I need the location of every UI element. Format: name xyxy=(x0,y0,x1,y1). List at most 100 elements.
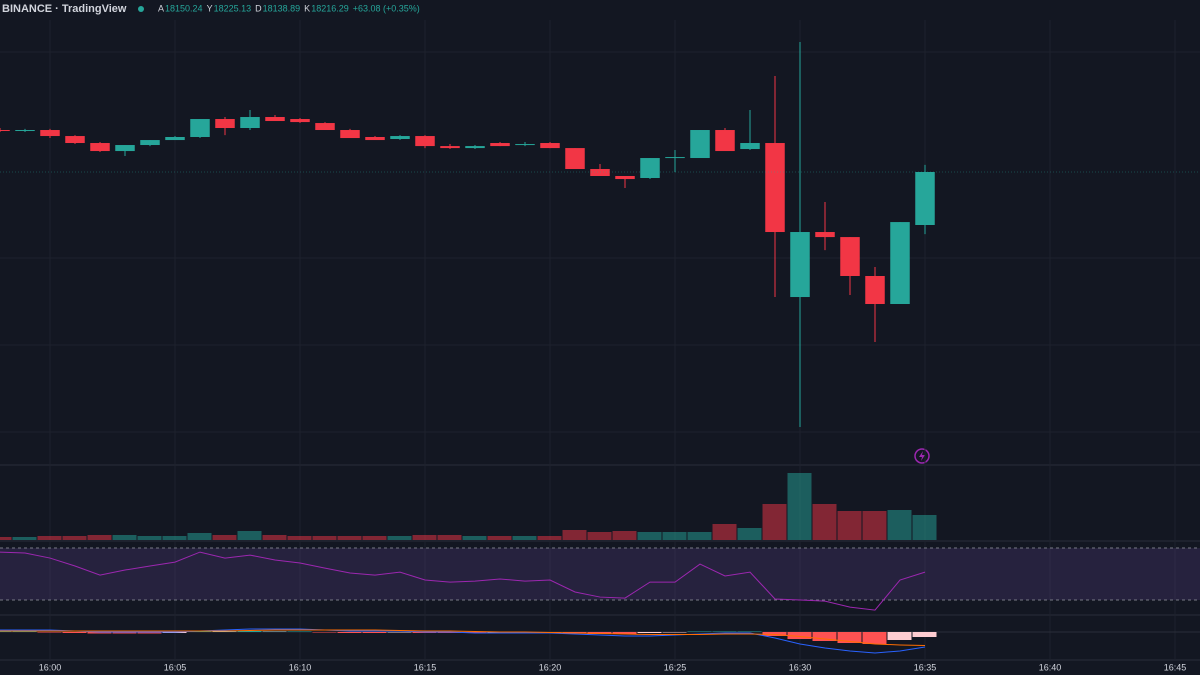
volume-bar xyxy=(287,536,312,540)
volume-bar xyxy=(762,504,787,540)
ohlc-key: Y xyxy=(207,3,213,13)
macd-histogram-bar xyxy=(112,632,137,634)
candle-body xyxy=(415,136,435,147)
volume-bar xyxy=(387,536,412,540)
volume-bar xyxy=(187,533,212,540)
event-icon[interactable] xyxy=(914,448,930,464)
macd-histogram-bar xyxy=(637,632,662,633)
x-tick-label: 16:40 xyxy=(1039,662,1062,672)
ohlc-value: 18138.89 xyxy=(263,3,301,13)
macd-histogram-bar xyxy=(887,632,912,640)
candle-body xyxy=(165,136,185,141)
macd-histogram-bar xyxy=(87,632,112,634)
volume-bar xyxy=(787,473,812,540)
candle-body xyxy=(0,130,10,132)
ohlc-key: D xyxy=(255,3,262,13)
candle-body xyxy=(615,176,635,180)
x-tick-label: 16:30 xyxy=(789,662,812,672)
volume-bar xyxy=(587,532,612,540)
candle-body xyxy=(65,136,85,144)
macd-histogram-bar xyxy=(737,631,762,632)
candle-body xyxy=(640,158,660,179)
macd-histogram-bar xyxy=(237,631,262,632)
volume-bar xyxy=(512,536,537,540)
candle-body xyxy=(365,136,385,141)
volume-bar xyxy=(362,536,387,540)
x-tick-label: 16:05 xyxy=(164,662,187,672)
volume-bar xyxy=(162,536,187,540)
candle-body xyxy=(140,140,160,146)
volume-bar xyxy=(412,535,437,540)
candle-body xyxy=(215,119,235,129)
macd-histogram-bar xyxy=(12,631,37,632)
macd-histogram-bar xyxy=(262,631,287,632)
candle-body xyxy=(890,222,910,305)
candle-body xyxy=(190,119,210,137)
volume-bar xyxy=(562,530,587,540)
candle-body xyxy=(490,143,510,147)
volume-bar xyxy=(137,536,162,540)
change: +63.08 (+0.35%) xyxy=(353,3,420,13)
macd-histogram-bar xyxy=(687,631,712,632)
candle-body xyxy=(15,130,35,132)
candle-body xyxy=(715,130,735,152)
ohlc-key: A xyxy=(158,3,164,13)
macd-line xyxy=(0,628,926,654)
signal-line xyxy=(0,629,926,646)
candle-body xyxy=(815,232,835,238)
candle-body xyxy=(765,143,785,233)
candle-body xyxy=(865,275,885,305)
ohlc-key: K xyxy=(304,3,310,13)
macd-histogram-bar xyxy=(337,632,362,633)
volume-bar xyxy=(887,510,912,540)
candle-body xyxy=(465,146,485,149)
volume-bar xyxy=(237,531,262,540)
volume-bar xyxy=(12,537,37,540)
candle-body xyxy=(665,157,685,159)
volume-bar xyxy=(712,524,737,540)
volume-bar xyxy=(487,536,512,540)
candle-body xyxy=(540,143,560,149)
macd-histogram-bar xyxy=(62,632,87,633)
volume-bar xyxy=(37,536,62,540)
volume-bar xyxy=(862,511,887,540)
macd-histogram-bar xyxy=(812,632,837,641)
macd-histogram-bar xyxy=(137,632,162,634)
header: BINANCE · TradingView A 18150.24 Y 18225.13… xyxy=(2,3,420,15)
candle-body xyxy=(40,130,60,137)
macd-histogram-bar xyxy=(212,631,237,632)
x-tick-label: 16:10 xyxy=(289,662,312,672)
macd-histogram-bar xyxy=(837,632,862,643)
volume-bar xyxy=(462,536,487,540)
x-tick-label: 16:45 xyxy=(1164,662,1187,672)
macd-histogram-bar xyxy=(712,631,737,632)
candle-body xyxy=(740,143,760,150)
candle-body xyxy=(115,145,135,152)
candle-body xyxy=(565,148,585,170)
volume-bar xyxy=(737,528,762,540)
candle-body xyxy=(340,130,360,139)
candle-body xyxy=(90,143,110,152)
macd-histogram-bar xyxy=(662,632,687,633)
candle-body xyxy=(265,117,285,122)
volume-bar xyxy=(112,535,137,540)
volume-bar xyxy=(912,515,937,540)
x-tick-label: 16:20 xyxy=(539,662,562,672)
ohlc-value: 18150.24 xyxy=(165,3,203,13)
x-tick-label: 16:35 xyxy=(914,662,937,672)
volume-bar xyxy=(812,504,837,540)
macd-histogram-bar xyxy=(0,631,12,632)
volume-bar xyxy=(612,531,637,540)
ohlc-value: 18225.13 xyxy=(214,3,252,13)
volume-bar xyxy=(537,536,562,540)
event-icon-bolt xyxy=(919,451,925,461)
volume-bar xyxy=(0,537,12,540)
macd-histogram-bar xyxy=(412,632,437,633)
volume-bar xyxy=(687,532,712,540)
source: BINANCE · TradingView xyxy=(2,3,127,15)
candle-body xyxy=(590,169,610,177)
macd-histogram-bar xyxy=(362,632,387,633)
x-tick-label: 16:15 xyxy=(414,662,437,672)
